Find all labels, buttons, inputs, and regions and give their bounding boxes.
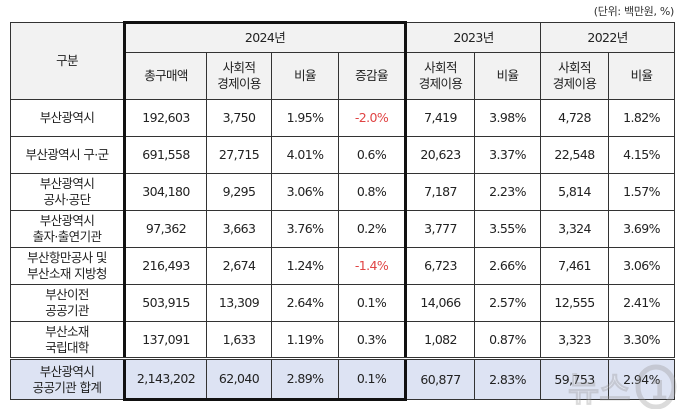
cell-ratio-2023: 3.55% xyxy=(474,210,541,248)
cell-ratio-2022: 3.69% xyxy=(608,210,675,248)
cell-ratio-2022: 1.57% xyxy=(608,173,675,211)
cell-total-2024: 503,915 xyxy=(123,284,207,322)
cell-ratio-2023: 3.37% xyxy=(474,136,541,174)
header-2022-ratio: 비율 xyxy=(608,52,675,100)
cell-social-2023: 20,623 xyxy=(405,136,475,174)
table-row: 부산광역시 공사·공단 304,180 9,295 3.06% 0.8% 7,18… xyxy=(10,173,675,211)
cell-social-2023: 60,877 xyxy=(405,357,475,400)
row-category: 부산광역시 xyxy=(10,99,125,137)
cell-change-2024: 0.1% xyxy=(338,357,407,401)
row-category: 부산광역시 공공기관 합계 xyxy=(10,357,125,400)
cell-total-2024: 2,143,202 xyxy=(123,357,207,401)
cell-ratio-2022: 2.41% xyxy=(608,284,675,322)
cell-social-2022: 3,323 xyxy=(540,321,609,359)
cell-total-2024: 691,558 xyxy=(123,136,207,174)
cell-social-2023: 7,187 xyxy=(405,173,475,211)
cell-total-2024: 216,493 xyxy=(123,247,207,285)
cell-social-2023: 14,066 xyxy=(405,284,475,322)
cell-social-2022: 59,753 xyxy=(540,357,609,400)
table-row: 부산광역시 구·군 691,558 27,715 4.01% 0.6% 20,6… xyxy=(10,136,675,174)
total-row: 부산광역시 공공기관 합계 2,143,202 62,040 2.89% 0.1%… xyxy=(10,357,675,401)
cell-ratio-2023: 3.98% xyxy=(474,99,541,137)
cell-social-2022: 5,814 xyxy=(540,173,609,211)
row-category: 부산소재 국립대학 xyxy=(10,321,125,359)
header-2023-social-use: 사회적 경제이용 xyxy=(405,52,475,100)
row-category: 부산항만공사 및 부산소재 지방청 xyxy=(10,247,125,285)
cell-change-2024: -1.4% xyxy=(338,247,407,285)
table-row: 부산이전 공공기관 503,915 13,309 2.64% 0.1% 14,06… xyxy=(10,284,675,322)
cell-social-2023: 6,723 xyxy=(405,247,475,285)
cell-ratio-2024: 1.95% xyxy=(271,99,339,137)
row-category: 부산이전 공공기관 xyxy=(10,284,125,322)
cell-ratio-2024: 2.89% xyxy=(271,357,339,401)
header-year-2024: 2024년 xyxy=(123,21,407,53)
cell-change-2024: 0.8% xyxy=(338,173,407,211)
cell-social-2024: 62,040 xyxy=(206,357,272,401)
cell-change-2024: 0.3% xyxy=(338,321,407,359)
cell-social-2024: 1,633 xyxy=(206,321,272,359)
header-2024-change-rate: 증감율 xyxy=(338,52,407,100)
cell-ratio-2024: 2.64% xyxy=(271,284,339,322)
header-2022-social-use: 사회적 경제이용 xyxy=(540,52,609,100)
cell-total-2024: 97,362 xyxy=(123,210,207,248)
cell-change-2024: -2.0% xyxy=(338,99,407,137)
cell-total-2024: 304,180 xyxy=(123,173,207,211)
table-row: 부산소재 국립대학 137,091 1,633 1.19% 0.3% 1,082 … xyxy=(10,321,675,359)
cell-ratio-2022: 2.94% xyxy=(608,357,675,400)
cell-change-2024: 0.6% xyxy=(338,136,407,174)
header-2024-social-use: 사회적 경제이용 xyxy=(206,52,272,100)
cell-social-2024: 9,295 xyxy=(206,173,272,211)
cell-ratio-2023: 2.57% xyxy=(474,284,541,322)
cell-ratio-2023: 2.83% xyxy=(474,357,541,400)
cell-ratio-2022: 1.82% xyxy=(608,99,675,137)
cell-social-2022: 7,461 xyxy=(540,247,609,285)
cell-ratio-2022: 4.15% xyxy=(608,136,675,174)
cell-change-2024: 0.1% xyxy=(338,284,407,322)
cell-ratio-2024: 4.01% xyxy=(271,136,339,174)
cell-social-2024: 27,715 xyxy=(206,136,272,174)
table-row: 부산광역시 출자·출연기관 97,362 3,663 3.76% 0.2% 3,7… xyxy=(10,210,675,248)
cell-social-2022: 12,555 xyxy=(540,284,609,322)
cell-social-2022: 4,728 xyxy=(540,99,609,137)
row-category: 부산광역시 공사·공단 xyxy=(10,173,125,211)
table-row: 부산항만공사 및 부산소재 지방청 216,493 2,674 1.24% -1.… xyxy=(10,247,675,285)
row-category: 부산광역시 출자·출연기관 xyxy=(10,210,125,248)
cell-social-2022: 22,548 xyxy=(540,136,609,174)
row-category: 부산광역시 구·군 xyxy=(10,136,125,174)
cell-change-2024: 0.2% xyxy=(338,210,407,248)
cell-ratio-2023: 2.23% xyxy=(474,173,541,211)
social-economy-purchase-table: 구분 2024년 2023년 2022년 총구매액 사회적 경제이용 비율 증감율… xyxy=(10,21,675,401)
cell-ratio-2024: 1.19% xyxy=(271,321,339,359)
cell-ratio-2024: 1.24% xyxy=(271,247,339,285)
cell-ratio-2024: 3.76% xyxy=(271,210,339,248)
cell-social-2022: 3,324 xyxy=(540,210,609,248)
cell-ratio-2023: 0.87% xyxy=(474,321,541,359)
unit-label: (단위: 백만원, %) xyxy=(593,5,675,18)
table-row: 부산광역시 192,603 3,750 1.95% -2.0% 7,419 3.… xyxy=(10,99,675,137)
cell-social-2024: 13,309 xyxy=(206,284,272,322)
cell-ratio-2022: 3.30% xyxy=(608,321,675,359)
header-2024-ratio: 비율 xyxy=(271,52,339,100)
cell-social-2024: 3,663 xyxy=(206,210,272,248)
cell-total-2024: 192,603 xyxy=(123,99,207,137)
cell-ratio-2022: 3.06% xyxy=(608,247,675,285)
cell-social-2023: 1,082 xyxy=(405,321,475,359)
cell-social-2024: 3,750 xyxy=(206,99,272,137)
cell-ratio-2023: 2.66% xyxy=(474,247,541,285)
header-2024-total-purchase: 총구매액 xyxy=(123,52,207,100)
cell-social-2023: 7,419 xyxy=(405,99,475,137)
header-year-2022: 2022년 xyxy=(540,22,675,53)
cell-ratio-2024: 3.06% xyxy=(271,173,339,211)
header-2023-ratio: 비율 xyxy=(474,52,541,100)
cell-total-2024: 137,091 xyxy=(123,321,207,359)
header-category: 구분 xyxy=(10,22,125,100)
header-year-2023: 2023년 xyxy=(405,22,541,53)
cell-social-2023: 3,777 xyxy=(405,210,475,248)
cell-social-2024: 2,674 xyxy=(206,247,272,285)
